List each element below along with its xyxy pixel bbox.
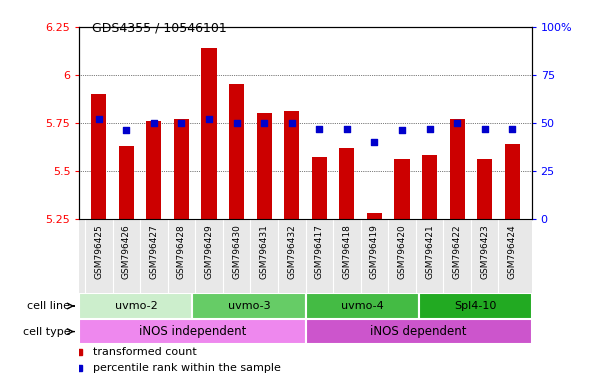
Point [122,127,131,134]
Bar [229,84,244,218]
Text: uvmo-2: uvmo-2 [115,301,157,311]
Bar [119,146,134,218]
Point [149,120,159,126]
Bar [306,319,532,344]
Text: Spl4-10: Spl4-10 [454,301,496,311]
Text: GSM796427: GSM796427 [149,225,158,280]
Text: GSM796418: GSM796418 [342,225,351,280]
Text: GSM796421: GSM796421 [425,225,434,280]
Text: GSM796417: GSM796417 [315,225,324,280]
Bar [79,293,192,319]
Text: GSM796429: GSM796429 [205,225,213,280]
Point [452,120,462,126]
Text: GSM796428: GSM796428 [177,225,186,280]
Point [480,126,489,132]
Bar [79,319,306,344]
Text: GSM796426: GSM796426 [122,225,131,280]
Text: cell type: cell type [23,326,70,336]
Point [425,126,434,132]
Bar [202,48,216,218]
Text: GSM796425: GSM796425 [94,225,103,280]
Bar [477,159,492,218]
Point [370,139,379,145]
Text: GSM796431: GSM796431 [260,225,269,280]
Bar [505,144,520,218]
Point [507,126,517,132]
Text: GSM796423: GSM796423 [480,225,489,280]
Bar [422,156,437,218]
Bar [174,119,189,218]
Bar [146,121,161,218]
Bar [450,119,465,218]
Point [315,126,324,132]
Bar [192,293,306,319]
Bar [284,111,299,218]
Point [397,127,407,134]
Bar [312,157,327,218]
Point [232,120,241,126]
Text: GDS4355 / 10546101: GDS4355 / 10546101 [92,21,227,34]
Bar [339,148,354,218]
Text: iNOS dependent: iNOS dependent [370,325,467,338]
Point [94,116,104,122]
Bar [367,213,382,218]
Bar [395,159,409,218]
Text: GSM796432: GSM796432 [287,225,296,280]
Text: GSM796424: GSM796424 [508,225,517,279]
Text: uvmo-4: uvmo-4 [341,301,383,311]
Point [259,120,269,126]
Point [342,126,352,132]
Text: GSM796420: GSM796420 [398,225,406,280]
Bar [257,113,272,218]
Point [177,120,186,126]
Point [204,116,214,122]
Text: cell line: cell line [27,301,70,311]
Bar [419,293,532,319]
Point [287,120,296,126]
Bar [306,293,419,319]
Text: transformed count: transformed count [93,348,197,358]
Text: GSM796422: GSM796422 [453,225,462,279]
Text: GSM796419: GSM796419 [370,225,379,280]
Text: iNOS independent: iNOS independent [139,325,246,338]
Text: GSM796430: GSM796430 [232,225,241,280]
Bar [91,94,106,218]
Text: percentile rank within the sample: percentile rank within the sample [93,363,281,373]
Text: uvmo-3: uvmo-3 [228,301,270,311]
